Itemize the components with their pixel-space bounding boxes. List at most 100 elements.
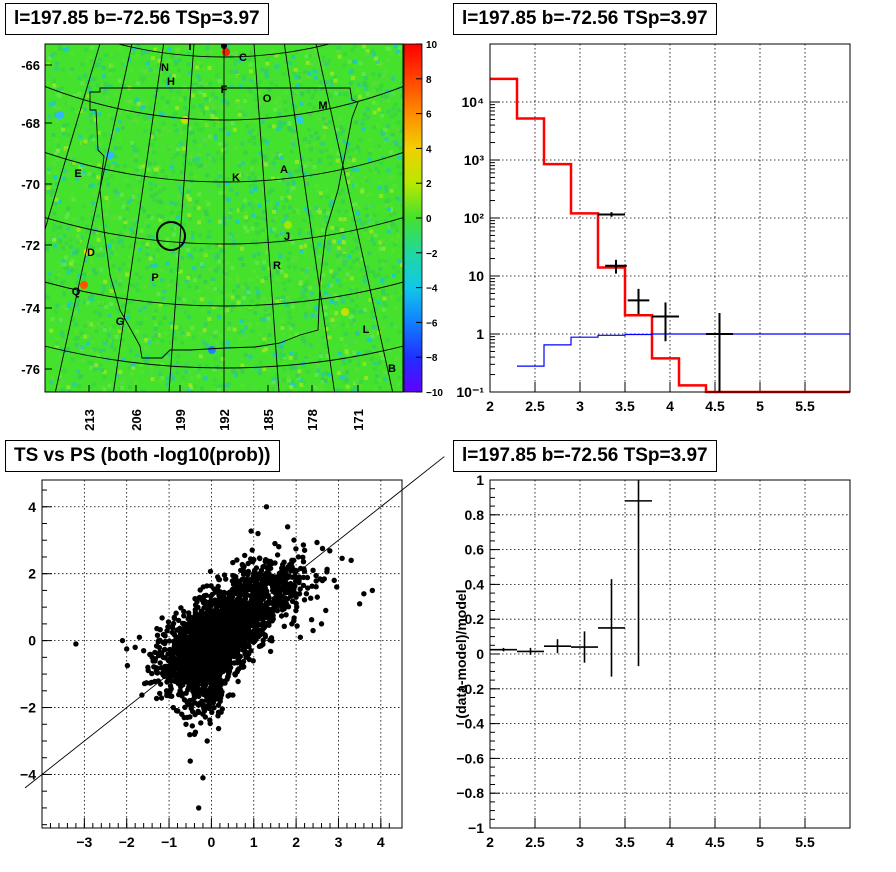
map-pixel xyxy=(355,145,360,150)
map-pixel xyxy=(306,127,311,132)
map-pixel xyxy=(317,265,322,270)
map-pixel xyxy=(89,365,94,370)
map-pixel xyxy=(92,382,97,387)
map-pixel xyxy=(383,185,388,190)
map-pixel xyxy=(97,203,102,208)
map-pixel xyxy=(324,297,329,302)
region-label-g: G xyxy=(116,316,125,328)
map-pixel xyxy=(88,255,93,260)
map-pixel xyxy=(81,358,86,363)
region-label-l: L xyxy=(363,324,370,336)
map-pixel xyxy=(322,284,327,289)
map-pixel xyxy=(326,246,331,251)
map-pixel xyxy=(252,141,257,145)
map-pixel xyxy=(85,300,90,305)
map-pixel xyxy=(222,190,227,195)
map-pixel xyxy=(337,54,342,59)
map-pixel xyxy=(226,54,231,59)
scatter-point xyxy=(235,678,241,685)
map-pixel xyxy=(252,88,257,93)
map-pixel xyxy=(240,289,245,294)
map-pixel xyxy=(299,101,304,106)
lon-label: 178 xyxy=(305,409,320,431)
map-pixel xyxy=(392,366,396,371)
map-pixel xyxy=(317,117,322,122)
map-pixel xyxy=(93,347,98,352)
map-pixel xyxy=(293,255,298,260)
map-pixel xyxy=(371,48,376,53)
map-pixel xyxy=(268,188,273,193)
map-pixel xyxy=(344,378,349,383)
map-pixel xyxy=(341,234,346,239)
map-pixel xyxy=(273,390,278,392)
map-pixel xyxy=(72,157,77,162)
map-pixel xyxy=(370,310,375,315)
map-pixel xyxy=(95,83,100,88)
map-pixel xyxy=(243,353,248,357)
map-pixel xyxy=(316,325,321,330)
scatter-point xyxy=(165,619,172,625)
scatter-point xyxy=(159,615,165,621)
map-pixel xyxy=(281,281,286,286)
map-pixel xyxy=(101,65,106,70)
map-pixel xyxy=(294,278,299,283)
map-pixel xyxy=(326,331,331,335)
map-pixel xyxy=(118,216,123,221)
map-pixel xyxy=(80,62,85,67)
map-pixel xyxy=(154,167,159,172)
map-pixel xyxy=(255,115,260,120)
colorbar-label: 2 xyxy=(426,179,432,190)
map-pixel xyxy=(216,387,221,392)
map-pixel xyxy=(339,388,344,392)
map-pixel xyxy=(230,121,235,126)
map-pixel xyxy=(350,48,355,53)
scatter-point xyxy=(166,677,172,683)
map-pixel xyxy=(324,261,328,266)
map-pixel xyxy=(382,259,387,264)
map-pixel xyxy=(346,162,351,167)
map-pixel xyxy=(369,229,374,234)
map-pixel xyxy=(162,126,167,131)
map-pixel xyxy=(239,246,244,251)
map-pixel xyxy=(190,325,195,330)
map-pixel xyxy=(355,88,360,93)
map-pixel xyxy=(70,357,75,362)
map-pixel xyxy=(153,61,158,66)
map-pixel xyxy=(298,279,303,284)
map-pixel xyxy=(299,271,304,276)
map-pixel xyxy=(286,188,291,193)
map-pixel xyxy=(97,163,102,168)
map-pixel xyxy=(194,285,199,290)
map-pixel xyxy=(55,249,60,254)
map-pixel xyxy=(215,243,220,248)
map-pixel xyxy=(172,74,177,78)
region-label-n: N xyxy=(161,62,169,74)
map-pixel xyxy=(138,275,143,280)
map-pixel xyxy=(170,226,175,231)
map-pixel xyxy=(196,156,201,161)
map-pixel xyxy=(393,224,398,228)
map-pixel xyxy=(110,116,115,121)
map-pixel xyxy=(328,250,332,255)
map-hotspot xyxy=(341,308,349,316)
map-pixel xyxy=(378,266,383,271)
map-pixel xyxy=(339,232,344,237)
map-pixel xyxy=(133,380,138,385)
map-pixel xyxy=(318,157,323,162)
scatter-point xyxy=(260,564,266,570)
map-pixel xyxy=(91,173,96,178)
map-pixel xyxy=(121,61,126,66)
map-pixel xyxy=(277,264,282,268)
map-pixel xyxy=(391,174,396,179)
map-pixel xyxy=(171,232,176,237)
map-pixel xyxy=(306,71,311,76)
map-pixel xyxy=(95,144,99,149)
map-pixel xyxy=(180,390,185,392)
map-pixel xyxy=(350,321,355,326)
y-tick-label: 0 xyxy=(28,633,36,649)
map-pixel xyxy=(250,226,255,231)
map-pixel xyxy=(236,300,241,305)
map-pixel xyxy=(93,310,98,314)
map-pixel xyxy=(235,192,240,197)
map-pixel xyxy=(122,297,127,302)
